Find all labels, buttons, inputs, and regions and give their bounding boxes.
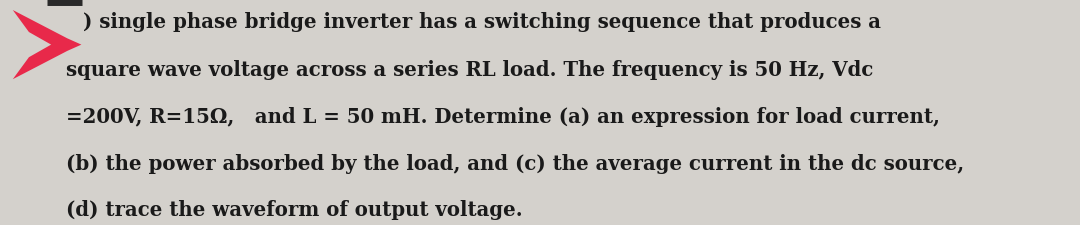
Text: (b) the power absorbed by the load, and (c) the average current in the dc source: (b) the power absorbed by the load, and … [66, 154, 964, 173]
Text: (d) trace the waveform of output voltage.: (d) trace the waveform of output voltage… [66, 199, 523, 219]
Text: ) single phase bridge inverter has a switching sequence that produces a: ) single phase bridge inverter has a swi… [83, 12, 881, 32]
Text: square wave voltage across a series RL load. The frequency is 50 Hz, Vdc: square wave voltage across a series RL l… [66, 60, 874, 80]
Text: =200V, R=15Ω,   and L = 50 mH. Determine (a) an expression for load current,: =200V, R=15Ω, and L = 50 mH. Determine (… [66, 107, 940, 126]
Polygon shape [13, 11, 81, 80]
